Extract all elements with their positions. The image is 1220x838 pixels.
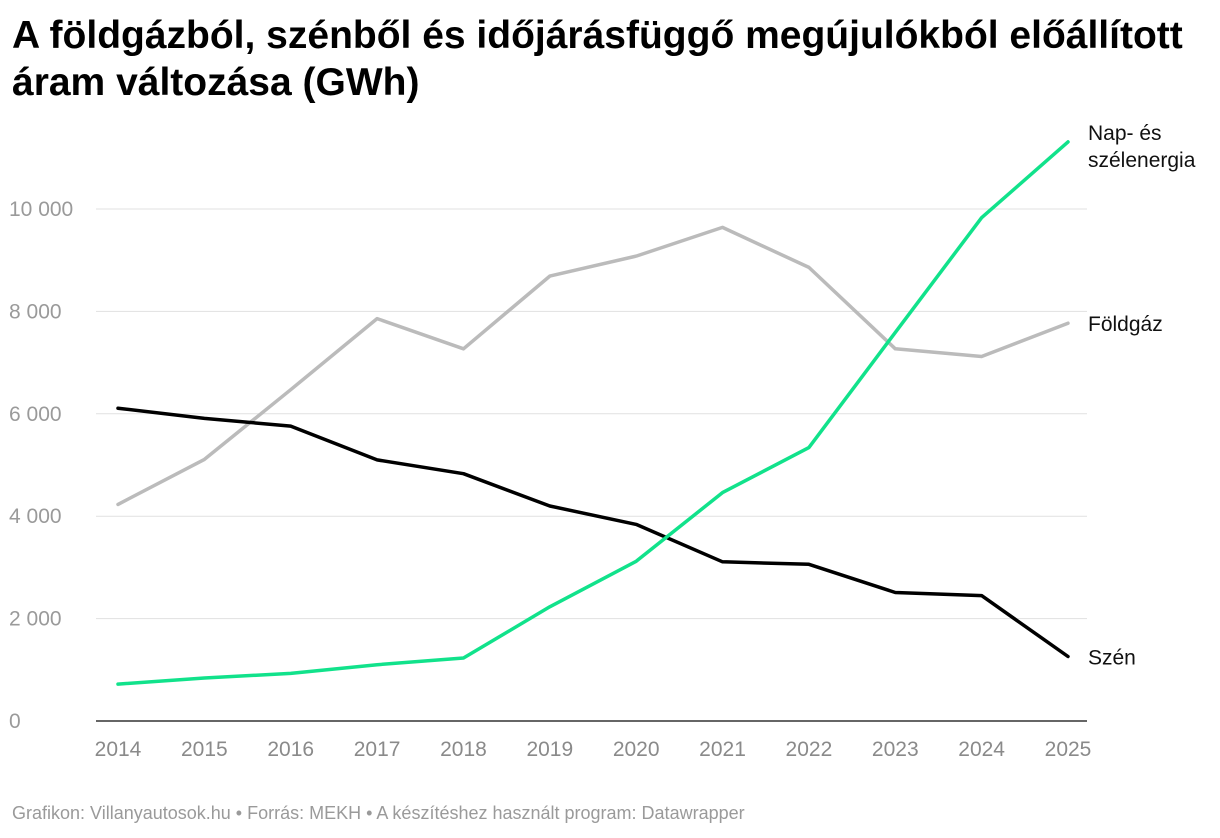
chart-footer: Grafikon: Villanyautosok.hu • Forrás: ME… — [12, 803, 745, 823]
x-tick-label: 2016 — [267, 738, 314, 761]
series-label-nap-es-szelenergia: Nap- és szélenergia — [1088, 122, 1196, 172]
series-lines — [116, 140, 1070, 686]
x-tick-label: 2022 — [786, 738, 833, 761]
x-tick-label: 2018 — [440, 738, 487, 761]
series-label-line: szélenergia — [1088, 149, 1196, 172]
x-tick-label: 2014 — [95, 738, 142, 761]
x-tick-label: 2025 — [1045, 738, 1092, 761]
series-label-line: Nap- és — [1088, 122, 1162, 145]
y-tick-label: 8 000 — [9, 300, 62, 323]
series-labels: Földgáz Szén Nap- és szélenergia — [1088, 122, 1196, 670]
series-label-line: Szén — [1088, 646, 1136, 669]
series-label-szen: Szén — [1088, 646, 1136, 669]
x-tick-label: 2021 — [699, 738, 746, 761]
y-tick-label: 4 000 — [9, 505, 62, 528]
line-chart: 0 2 000 4 000 6 000 8 000 10 000 2014 2015 2016… — [9, 122, 1196, 761]
y-tick-label: 10 000 — [9, 198, 73, 221]
series-line-szen — [116, 406, 1070, 659]
x-tick-label: 2024 — [958, 738, 1005, 761]
series-line-nap-es-szelenergia — [116, 140, 1070, 686]
grid-lines — [96, 208, 1087, 620]
x-tick-label: 2020 — [613, 738, 660, 761]
x-tick-label: 2015 — [181, 738, 228, 761]
y-tick-label: 6 000 — [9, 403, 62, 426]
series-line-foldgaz — [116, 225, 1070, 507]
y-tick-label: 2 000 — [9, 608, 62, 631]
x-tick-label: 2023 — [872, 738, 919, 761]
x-tick-label: 2019 — [526, 738, 573, 761]
series-label-line: Földgáz — [1088, 313, 1163, 336]
x-axis: 2014 2015 2016 2017 2018 2019 2020 2021 2022 2023… — [95, 720, 1092, 761]
series-label-foldgaz: Földgáz — [1088, 313, 1163, 336]
y-tick-label: 0 — [9, 710, 21, 733]
x-tick-label: 2017 — [354, 738, 401, 761]
y-axis: 0 2 000 4 000 6 000 8 000 10 000 — [9, 198, 73, 733]
chart-title: A földgázból, szénből és időjárásfüggő m… — [12, 14, 1183, 104]
